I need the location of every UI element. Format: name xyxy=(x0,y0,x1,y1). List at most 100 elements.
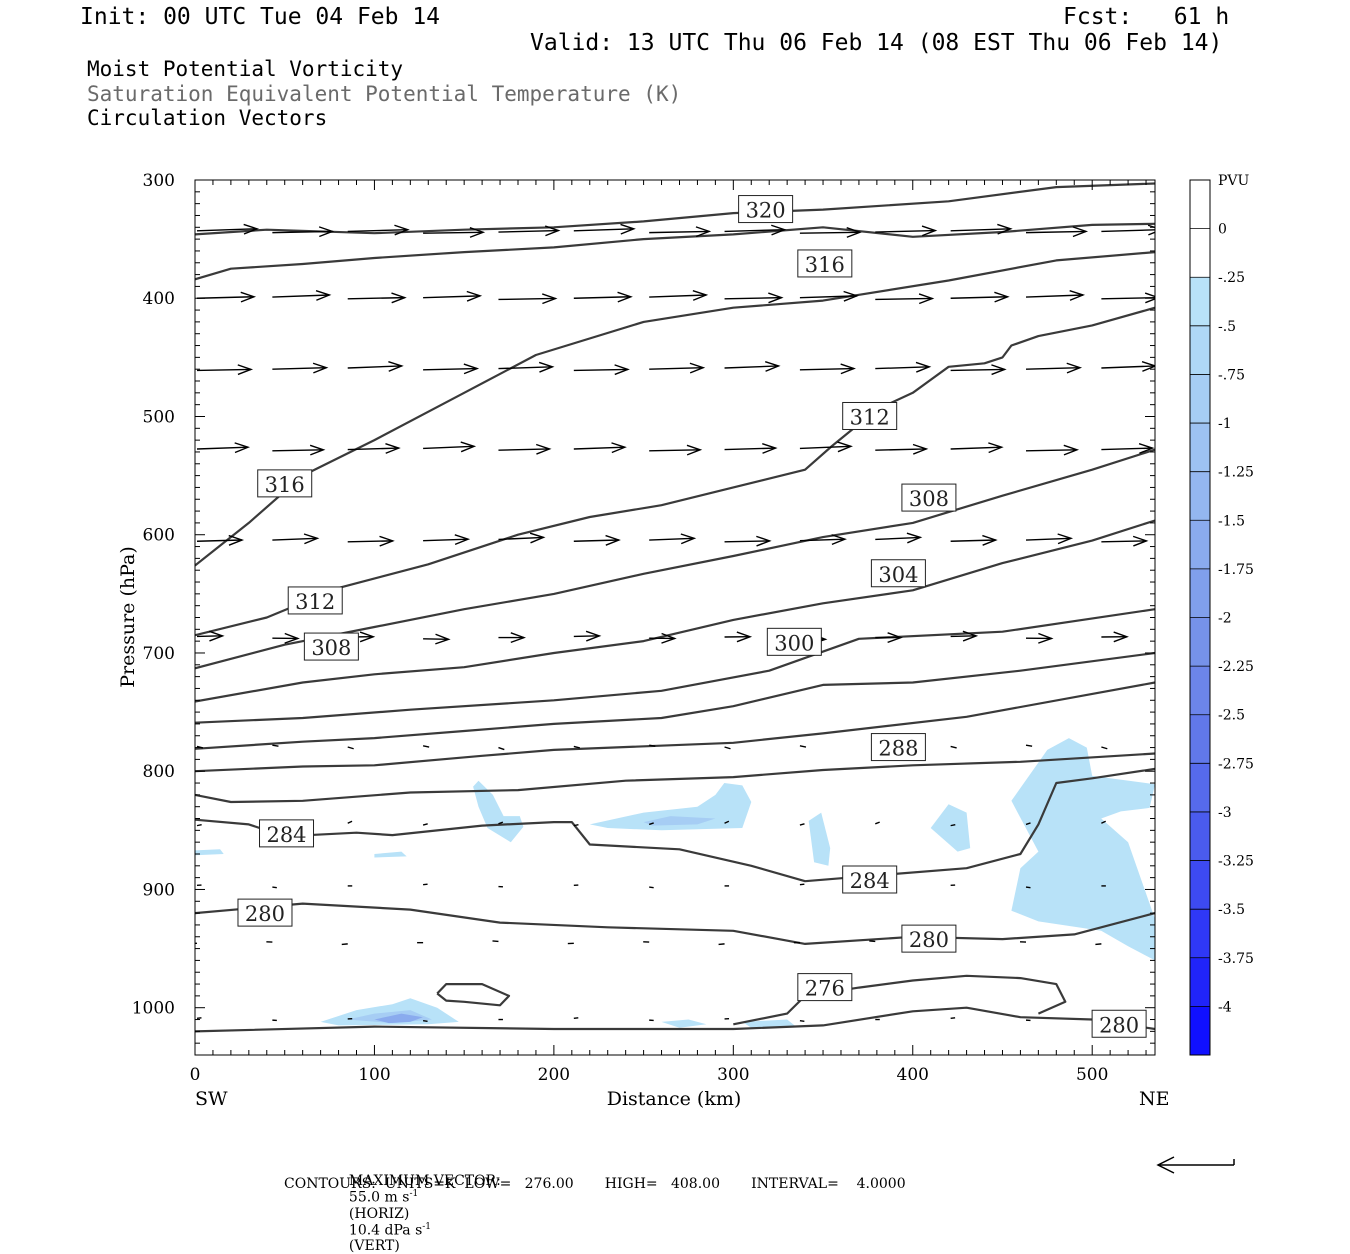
vector-shaft xyxy=(197,825,202,826)
vector-shaft xyxy=(1101,747,1107,749)
y-tick-label: 500 xyxy=(143,407,175,427)
vector-shaft xyxy=(649,231,709,232)
theta-es-contour xyxy=(195,184,1155,235)
vector-shaft xyxy=(423,539,468,541)
theta-es-contour xyxy=(195,904,1155,944)
vector-shaft xyxy=(342,944,348,945)
circulation-vector xyxy=(875,294,932,304)
vector-shaft xyxy=(951,369,1005,370)
max-vector-caption: MAXIMUM VECTOR: 55.0 m s-1 (HORIZ) 10.4 … xyxy=(340,1157,501,1254)
circulation-vector xyxy=(800,824,805,825)
colorbar-swatch xyxy=(1190,861,1210,910)
vector-shaft xyxy=(725,448,776,450)
circulation-vector xyxy=(649,363,703,373)
circulation-vector xyxy=(875,362,929,372)
circulation-vector xyxy=(423,1021,427,1022)
vector-shaft xyxy=(951,297,1008,299)
colorbar-label: -3.75 xyxy=(1218,951,1254,967)
vector-shaft xyxy=(725,366,779,368)
vector-shaft xyxy=(272,450,323,451)
vector-shaft xyxy=(1026,368,1080,370)
vector-shaft xyxy=(800,232,860,233)
circulation-vector xyxy=(1026,634,1051,644)
contour-label-text: 288 xyxy=(878,737,918,761)
circulation-vector xyxy=(1101,444,1152,454)
vector-shaft xyxy=(423,824,428,825)
contour-label-text: 284 xyxy=(850,869,890,893)
vector-shaft xyxy=(725,747,731,749)
contour-label: 312 xyxy=(288,587,342,614)
circulation-vector xyxy=(725,362,779,372)
pv-shading-region xyxy=(374,852,406,858)
circulation-vector xyxy=(649,745,655,746)
circulation-vector xyxy=(574,536,619,546)
circulation-vector xyxy=(725,536,770,546)
contour-label: 304 xyxy=(871,560,925,587)
circulation-vector xyxy=(725,747,731,749)
circulation-vector xyxy=(272,887,276,888)
theta-es-contour xyxy=(195,754,1155,803)
vector-shaft xyxy=(423,446,474,448)
y-tick-label: 300 xyxy=(143,171,175,191)
vector-shaft xyxy=(951,229,1011,231)
y-tick-label: 900 xyxy=(143,880,175,900)
vector-shaft xyxy=(649,538,694,540)
contour-label: 280 xyxy=(238,899,292,926)
colorbar-swatch xyxy=(1190,326,1210,375)
circulation-vector xyxy=(272,227,332,237)
circulation-vector xyxy=(649,445,700,455)
circulation-vector xyxy=(423,824,428,825)
vector-shaft xyxy=(197,297,254,299)
circulation-vector xyxy=(951,536,996,546)
vector-shaft xyxy=(423,639,448,640)
theta-es-contour xyxy=(195,683,1155,772)
vector-shaft xyxy=(197,540,242,541)
colorbar-swatch xyxy=(1190,569,1210,618)
vector-shaft xyxy=(423,1021,427,1022)
vector-shaft xyxy=(649,450,700,451)
contour-label: 316 xyxy=(258,470,312,497)
contour-label: 316 xyxy=(798,250,852,277)
vector-shaft xyxy=(498,367,552,369)
circulation-vector xyxy=(492,941,498,942)
colorbar-swatch xyxy=(1190,180,1210,229)
circulation-vector xyxy=(1095,944,1101,945)
vector-shaft xyxy=(197,636,222,637)
vector-shaft xyxy=(725,541,770,542)
circulation-vector xyxy=(951,292,1008,302)
contour-label: 284 xyxy=(260,820,314,847)
colorbar-label: -2.5 xyxy=(1218,708,1245,724)
colorbar-swatch xyxy=(1190,472,1210,521)
circulation-vector xyxy=(498,748,504,750)
theta-es-contour xyxy=(195,252,1155,565)
vector-shaft xyxy=(875,367,929,369)
contour-label-text: 308 xyxy=(311,636,351,660)
vector-shaft xyxy=(498,449,549,450)
colorbar-label: -2.75 xyxy=(1218,756,1254,772)
vector-shaft xyxy=(951,825,956,826)
colorbar-swatch xyxy=(1190,715,1210,764)
vector-shaft xyxy=(423,296,480,298)
vector-shaft xyxy=(1026,538,1071,540)
vector-shaft xyxy=(1101,230,1161,232)
contour-label-text: 320 xyxy=(746,199,786,223)
contour-label-text: 284 xyxy=(266,823,306,847)
vector-shaft xyxy=(875,822,879,824)
contour-label-text: 280 xyxy=(1099,1013,1139,1037)
circulation-vector xyxy=(272,634,297,644)
x-tick-label: 400 xyxy=(897,1065,929,1085)
circulation-vector xyxy=(800,1021,804,1022)
vector-shaft xyxy=(272,887,276,888)
vector-shaft xyxy=(574,297,631,299)
circulation-vector xyxy=(348,536,393,546)
vector-shaft xyxy=(875,449,926,450)
circulation-vector xyxy=(1101,225,1161,235)
circulation-vector xyxy=(197,365,251,375)
vector-shaft xyxy=(574,229,634,231)
vert-exponent: -1 xyxy=(422,1222,431,1232)
circulation-vector xyxy=(1026,363,1080,373)
contour-info: CONTOURS: UNITS=K LOW= 276.00 HIGH= 408.… xyxy=(284,1176,906,1192)
circulation-vector xyxy=(348,293,405,303)
vector-shaft xyxy=(197,1018,201,1019)
y-tick-label: 400 xyxy=(143,289,175,309)
